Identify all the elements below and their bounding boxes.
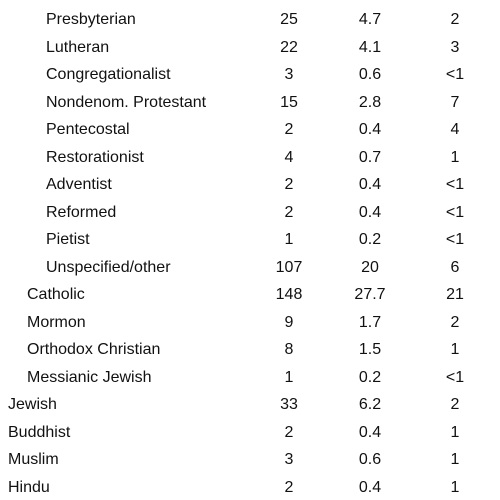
row-label: Nondenom. Protestant (46, 93, 207, 111)
share-cell: <1 (445, 203, 465, 221)
percent-cell: 0.4 (358, 423, 382, 441)
share-cell: 3 (450, 38, 460, 56)
count-cell: 2 (284, 423, 294, 441)
row-label: Muslim (8, 451, 59, 468)
row-label: Mormon (27, 313, 86, 331)
percent-cell: 1.7 (358, 313, 382, 331)
percent-cell: 4.1 (358, 38, 382, 56)
count-cell: 2 (284, 176, 294, 193)
percent-cell: 0.4 (358, 121, 382, 138)
percent-cell: 20 (361, 258, 379, 276)
percent-cell: 0.4 (358, 203, 382, 221)
share-cell: 2 (450, 313, 460, 331)
row-label: Lutheran (46, 38, 110, 56)
count-cell: 25 (280, 11, 298, 28)
row-label: Catholic (27, 286, 85, 303)
row-label: Messianic Jewish (27, 368, 152, 386)
share-cell: 6 (450, 258, 460, 276)
row-label: Congregationalist (46, 66, 171, 83)
count-cell: 2 (284, 121, 294, 138)
count-cell: 2 (284, 478, 294, 496)
share-cell: <1 (445, 368, 465, 386)
count-cell: 33 (280, 396, 298, 413)
share-cell: <1 (445, 231, 465, 248)
percent-cell: 0.4 (358, 478, 382, 496)
share-cell: 2 (450, 11, 460, 28)
count-cell: 3 (284, 451, 294, 468)
share-cell: 1 (450, 148, 460, 166)
percent-cell: 0.2 (358, 231, 382, 248)
percent-cell: 0.4 (358, 176, 382, 193)
share-cell: 1 (450, 478, 460, 496)
percent-cell: 0.6 (358, 451, 382, 468)
share-cell: 1 (450, 451, 460, 468)
share-cell: <1 (445, 176, 465, 193)
row-label: Pietist (46, 231, 90, 248)
count-cell: 9 (284, 313, 294, 331)
row-label: Adventist (46, 176, 112, 193)
percent-cell: 0.7 (358, 148, 382, 166)
count-cell: 148 (275, 286, 303, 303)
row-label: Hindu (8, 478, 50, 496)
row-label: Presbyterian (46, 11, 136, 28)
share-cell: <1 (445, 66, 465, 83)
row-label: Restorationist (46, 148, 144, 166)
count-cell: 22 (280, 38, 298, 56)
percent-cell: 2.8 (358, 93, 382, 111)
percent-cell: 1.5 (358, 341, 382, 358)
percent-cell: 4.7 (358, 11, 382, 28)
count-cell: 3 (284, 66, 294, 83)
count-cell: 8 (284, 341, 294, 358)
count-cell: 15 (280, 93, 298, 111)
percent-cell: 6.2 (358, 396, 382, 413)
count-cell: 1 (284, 368, 294, 386)
share-cell: 1 (450, 423, 460, 441)
row-label: Unspecified/other (46, 258, 171, 276)
row-label: Buddhist (8, 423, 71, 441)
row-label: Orthodox Christian (27, 341, 161, 358)
count-cell: 107 (275, 258, 303, 276)
share-cell: 2 (450, 396, 460, 413)
row-label: Jewish (8, 396, 57, 413)
count-cell: 4 (284, 148, 294, 166)
row-label: Reformed (46, 203, 117, 221)
count-cell: 1 (284, 231, 294, 248)
share-cell: 21 (446, 286, 464, 303)
count-cell: 2 (284, 203, 294, 221)
percent-cell: 0.6 (358, 66, 382, 83)
share-cell: 4 (450, 121, 460, 138)
share-cell: 1 (450, 341, 460, 358)
percent-cell: 0.2 (358, 368, 382, 386)
share-cell: 7 (450, 93, 460, 111)
row-label: Pentecostal (46, 121, 130, 138)
percent-cell: 27.7 (354, 286, 386, 303)
